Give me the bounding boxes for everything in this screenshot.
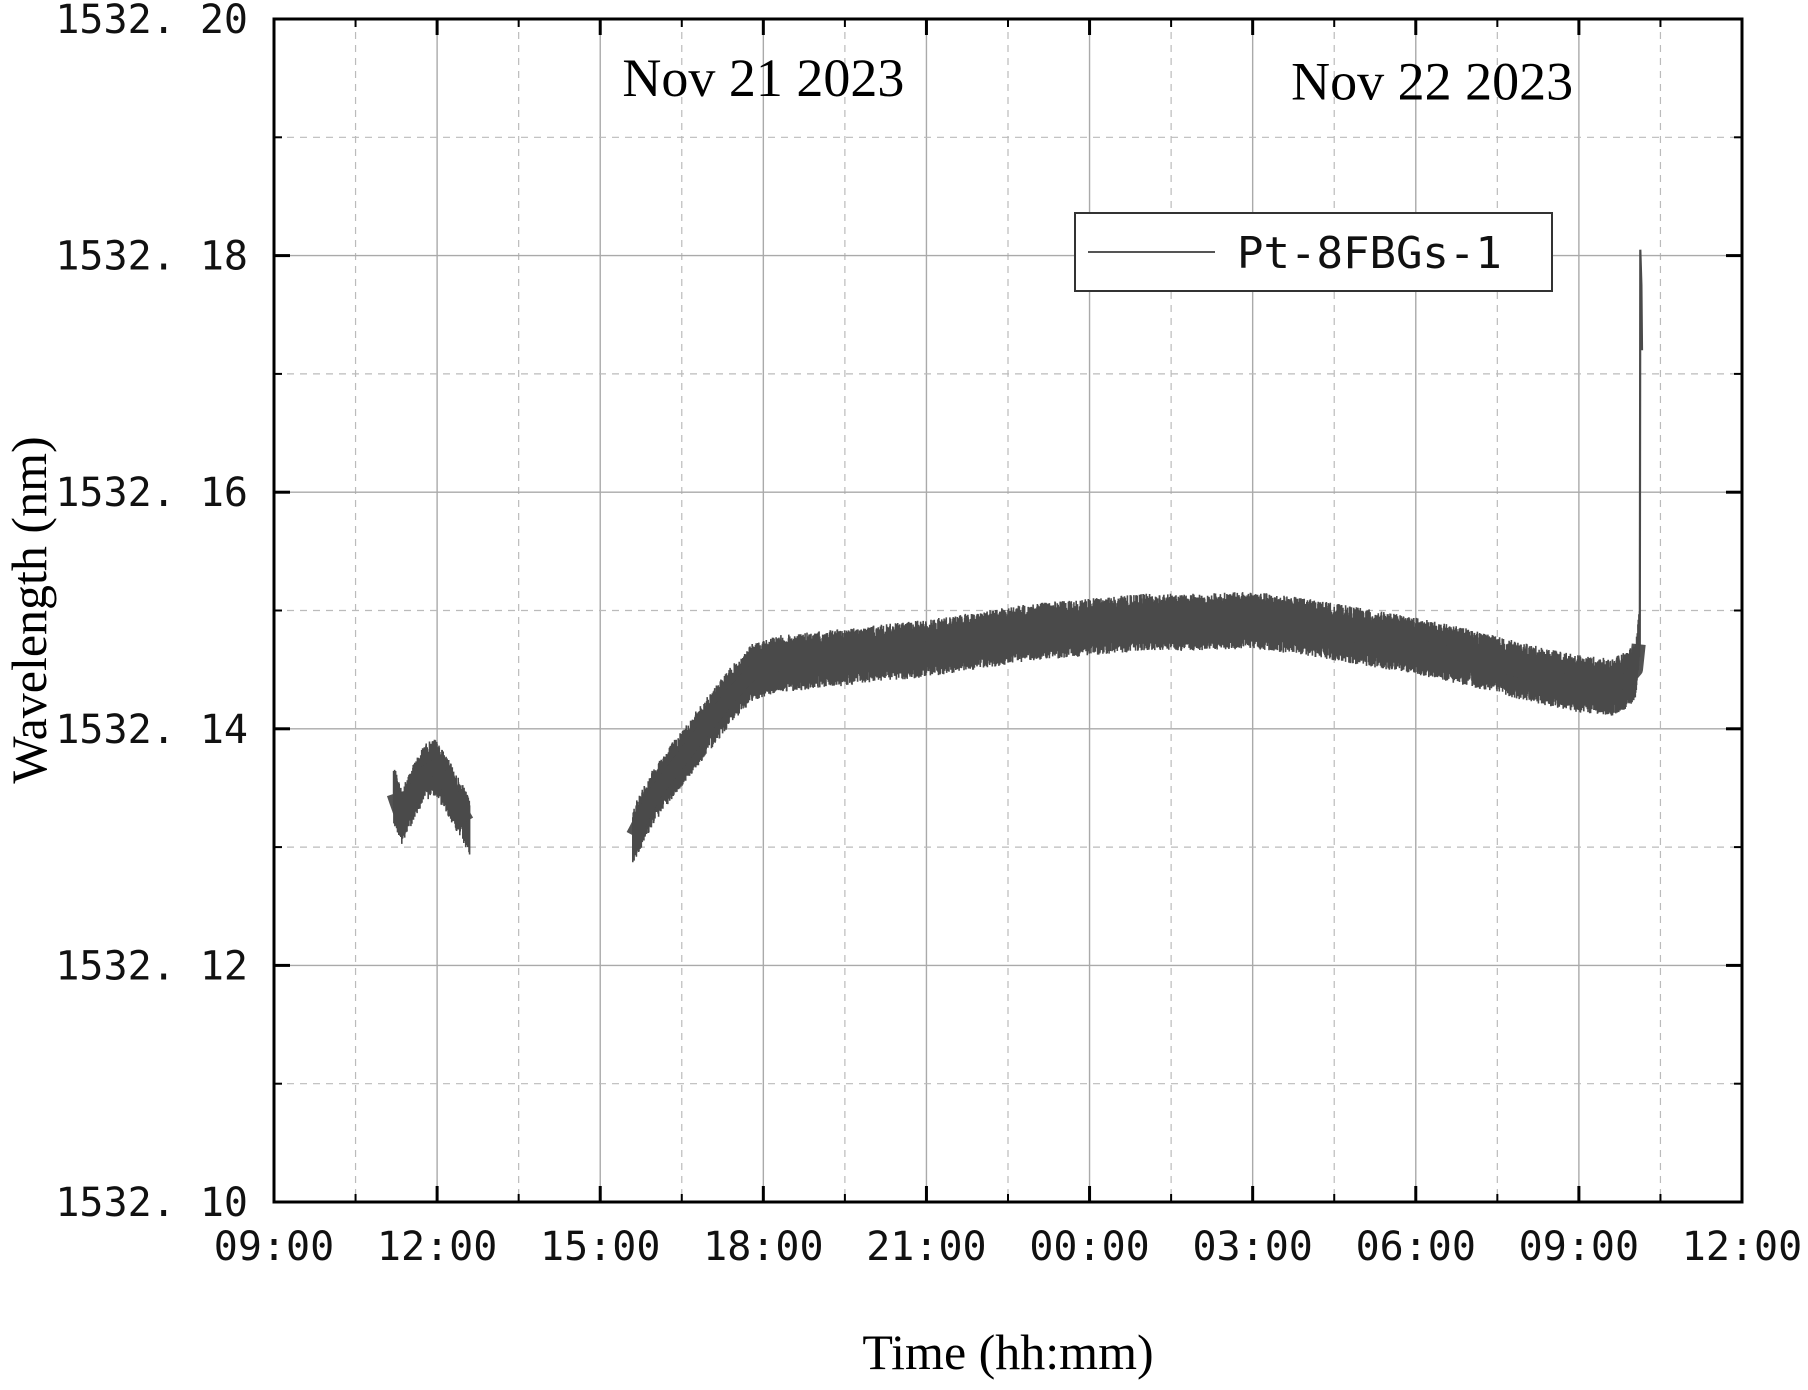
legend-label: Pt-8FBGs-1 [1237,228,1502,279]
x-tick-label: 03:00 [1192,1224,1312,1270]
y-tick-label: 1532. 10 [55,1180,248,1226]
y-tick-labels: 1532. 10 1532. 12 1532. 14 1532. 16 1532. 18… [55,0,248,1226]
annotation-nov-22: Nov 22 2023 [1291,51,1573,111]
x-tick-label: 15:00 [540,1224,660,1270]
x-tick-label: 06:00 [1356,1224,1476,1270]
x-tick-label: 12:00 [1682,1224,1802,1270]
y-tick-label: 1532. 12 [55,943,248,989]
x-tick-label: 12:00 [377,1224,497,1270]
x-tick-label: 00:00 [1029,1224,1149,1270]
legend: Pt-8FBGs-1 [1074,212,1553,292]
x-axis-title: Time (hh:mm) [862,1324,1153,1380]
series-core [386,759,474,825]
axis-ticks [272,17,1744,1204]
series-core [626,613,1646,839]
x-tick-label: 21:00 [866,1224,986,1270]
series-segment [632,592,1641,863]
y-axis-title: Wavelength (nm) [1,436,57,783]
y-tick-label: 1532. 14 [55,707,248,753]
y-tick-label: 1532. 18 [55,234,248,280]
x-tick-label: 09:00 [214,1224,334,1270]
series-spike [1638,249,1644,647]
x-tick-label: 18:00 [703,1224,823,1270]
x-tick-label: 09:00 [1519,1224,1639,1270]
y-tick-label: 1532. 16 [55,470,248,516]
x-tick-labels: 09:00 12:00 15:00 18:00 21:00 00:00 03:00 06:00… [214,1224,1802,1270]
annotation-nov-21: Nov 21 2023 [622,48,904,108]
y-tick-label: 1532. 20 [55,0,248,43]
plot-area [386,249,1646,863]
